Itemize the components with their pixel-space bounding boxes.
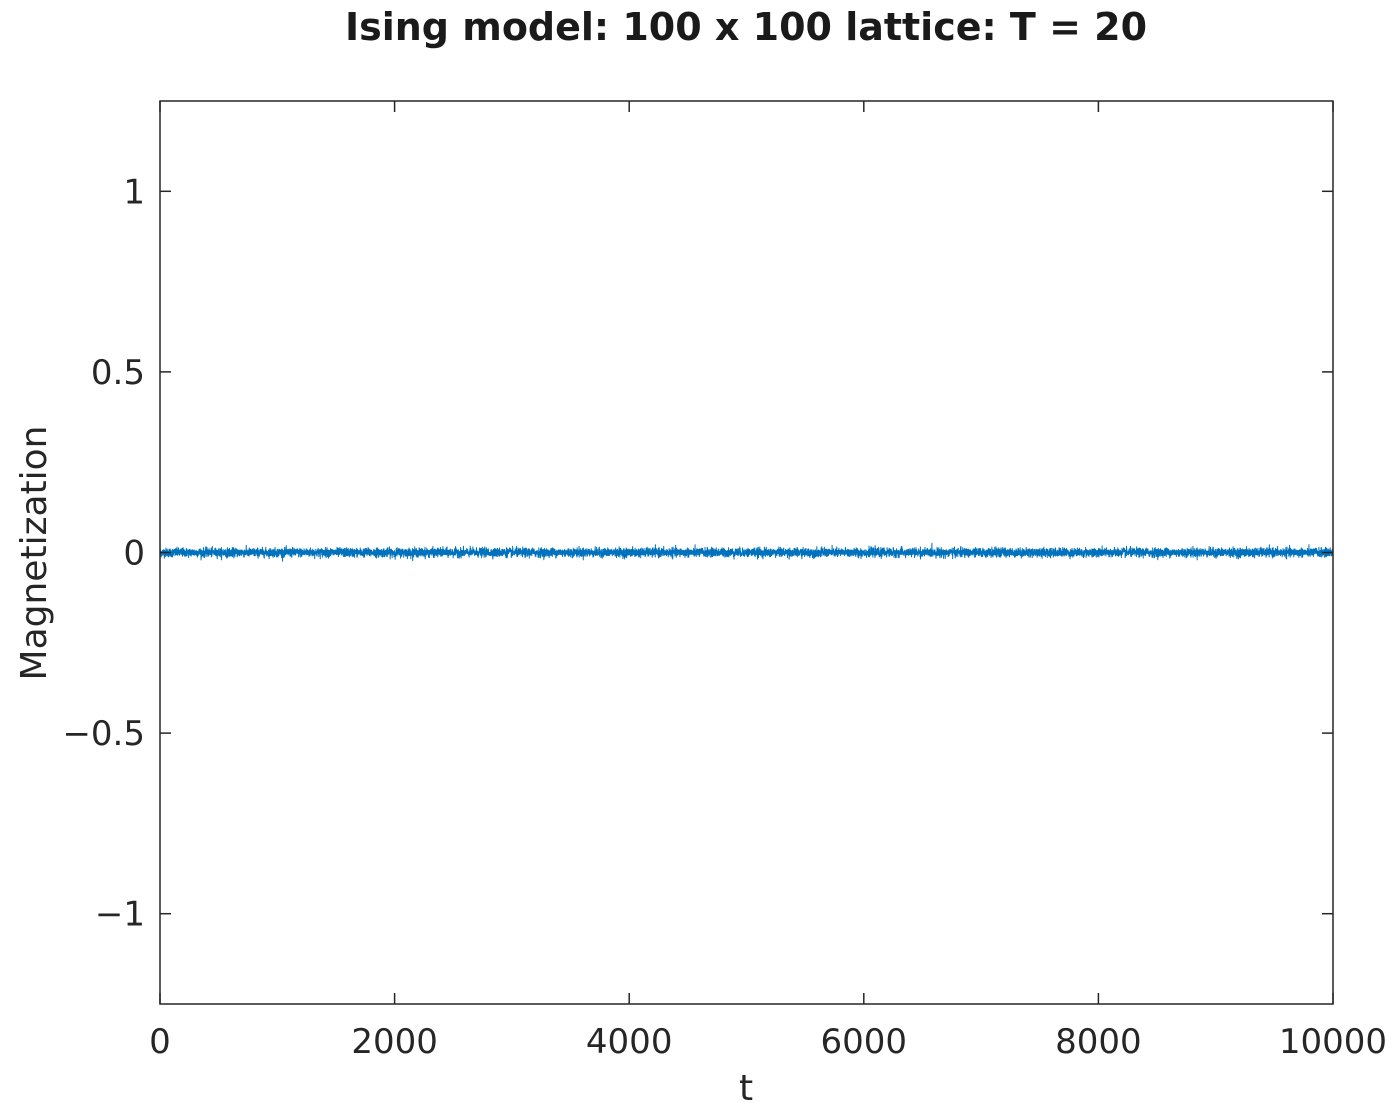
y-tick-label: −0.5 (62, 714, 145, 754)
series-layer (159, 542, 1334, 562)
x-tick-label: 4000 (586, 1022, 673, 1062)
y-axis-label: Magnetization (14, 426, 55, 681)
x-axis-label: t (739, 1068, 753, 1107)
x-tick-label: 6000 (821, 1022, 908, 1062)
chart-title: Ising model: 100 x 100 lattice: T = 20 (345, 5, 1147, 49)
x-tick-label: 8000 (1055, 1022, 1142, 1062)
x-tick-label: 2000 (351, 1022, 438, 1062)
y-tick-marks (160, 190, 1333, 915)
x-tick-label: 10000 (1279, 1022, 1387, 1062)
x-tick-labels: 0 2000 4000 6000 8000 10000 (149, 1022, 1387, 1062)
series-line-magnetization (159, 542, 1334, 562)
y-tick-labels: −1 −0.5 0 0.5 1 (62, 172, 145, 934)
x-tick-marks (159, 101, 1334, 1004)
y-tick-label: 1 (123, 172, 145, 212)
y-tick-label: −1 (95, 895, 145, 935)
y-tick-label: 0.5 (91, 353, 145, 393)
x-tick-label: 0 (149, 1022, 171, 1062)
y-tick-label: 0 (123, 534, 145, 574)
